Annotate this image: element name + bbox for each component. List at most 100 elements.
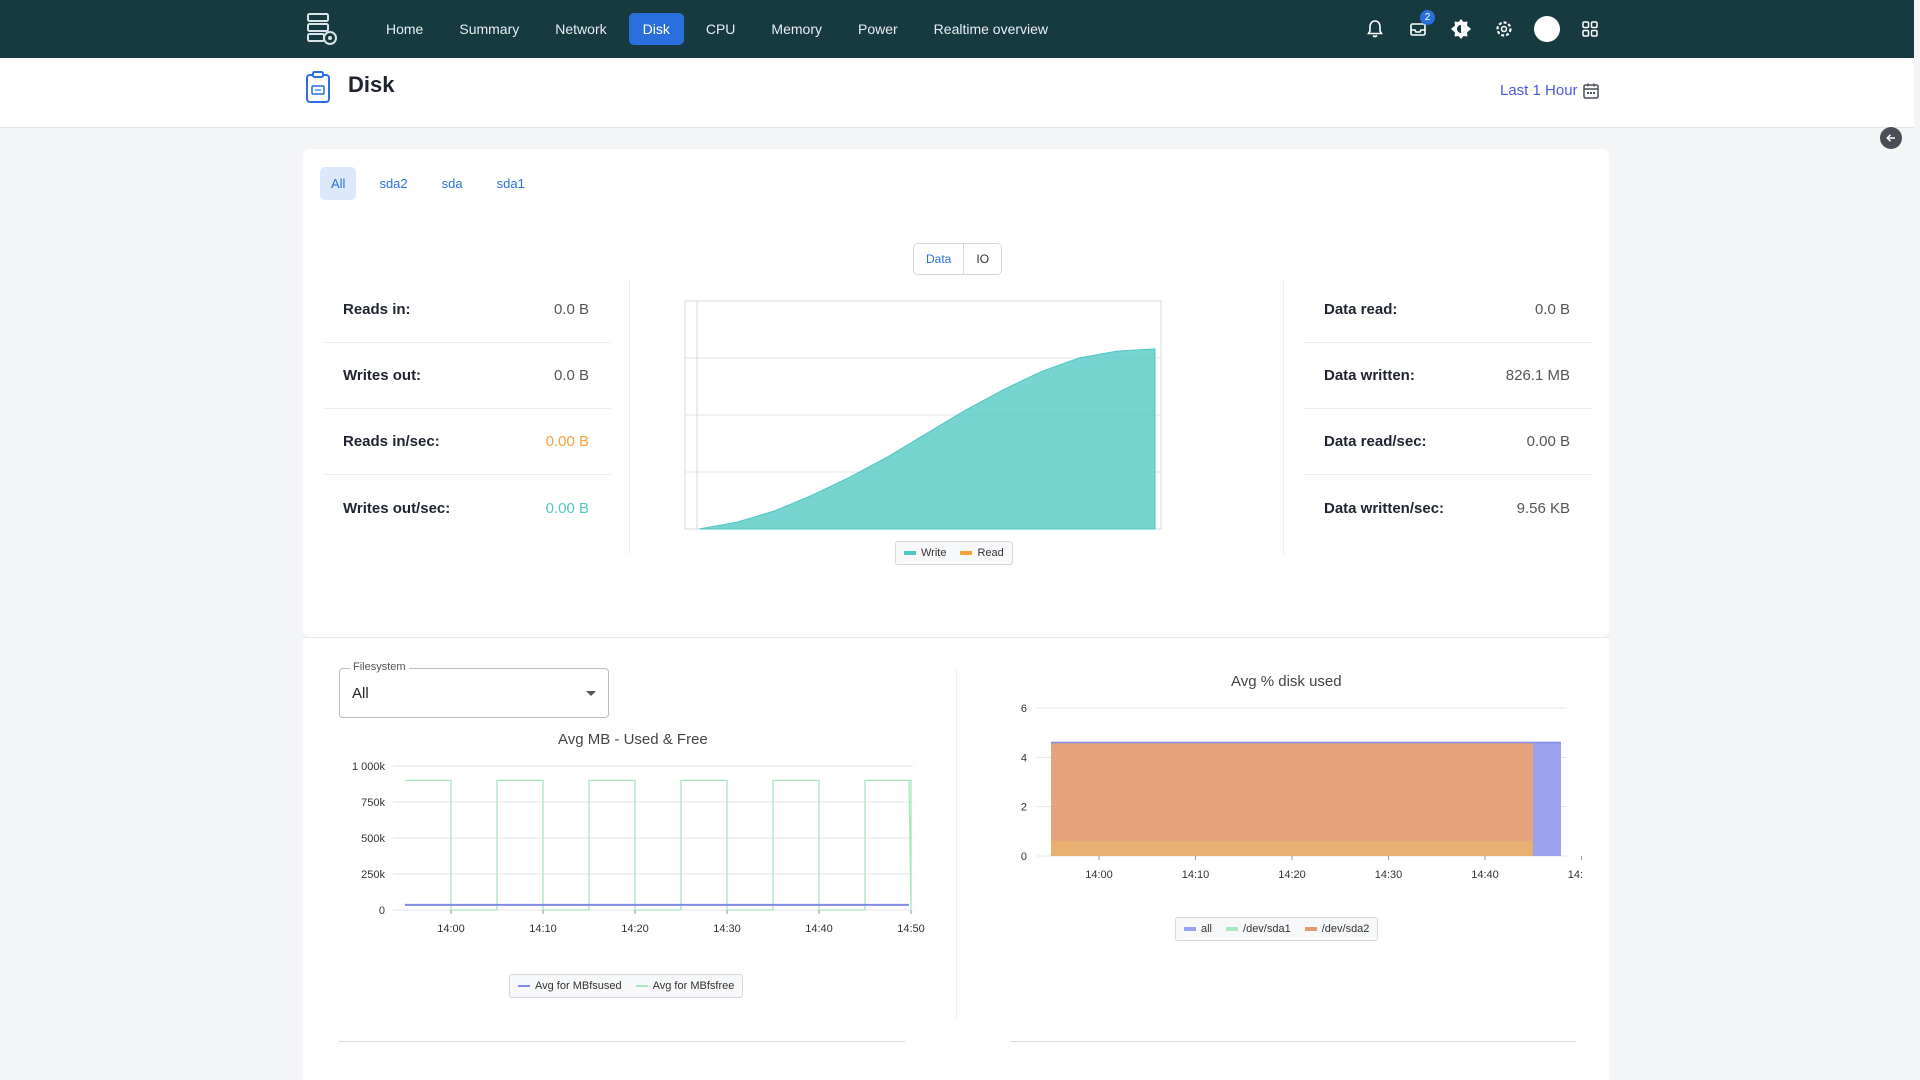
inbox-icon[interactable]: 2 xyxy=(1405,10,1435,42)
nav-summary[interactable]: Summary xyxy=(459,21,520,37)
stat-writes-out: Writes out: 0.0 B xyxy=(323,343,611,409)
stat-value: 0.0 B xyxy=(553,301,589,318)
right-stats: Data read: 0.0 B Data written: 826.1 MB … xyxy=(1304,277,1592,541)
bell-icon[interactable] xyxy=(1362,16,1388,42)
legend-mbfsused[interactable]: Avg for MBfsused xyxy=(518,980,622,992)
stat-label: Data written/sec: xyxy=(1324,499,1445,517)
filesystem-card: Filesystem All Avg MB - Used & Free 0 250… xyxy=(303,637,1609,1080)
main-nav: Home Summary Network Disk CPU Memory Pow… xyxy=(372,0,1062,58)
arrow-left-icon xyxy=(1886,134,1895,142)
stat-data-read: Data read: 0.0 B xyxy=(1304,277,1592,343)
mb-used-free-chart: 0 250k 500k 750k 1 000k 14:00 14:10 14:20 14:30 1… xyxy=(352,761,925,935)
legend-read[interactable]: Read xyxy=(960,547,1004,559)
stat-data-read-sec: Data read/sec: 0.00 B xyxy=(1304,409,1592,475)
write-read-legend: Write Read xyxy=(895,541,1013,565)
stat-label: Data written: xyxy=(1324,367,1415,384)
legend-all[interactable]: all xyxy=(1184,923,1212,935)
x-tick-label: 14:00 xyxy=(437,923,465,935)
stat-value: 0.00 B xyxy=(545,433,589,450)
theme-icon[interactable] xyxy=(1448,16,1474,42)
stat-label: Data read: xyxy=(1324,301,1398,318)
stat-value: 0.0 B xyxy=(553,367,589,384)
stat-label: Writes out/sec: xyxy=(343,499,451,517)
server-logo-icon[interactable] xyxy=(304,11,340,47)
apps-grid-icon[interactable] xyxy=(1577,16,1603,42)
filesystem-select[interactable]: Filesystem All xyxy=(339,661,609,718)
divider xyxy=(629,279,630,554)
collapse-panel-button[interactable] xyxy=(1880,127,1902,149)
top-navbar: Home Summary Network Disk CPU Memory Pow… xyxy=(0,0,1914,58)
disk-overview-card: All sda2 sda sda1 Data IO Reads in: 0.0 … xyxy=(303,149,1609,637)
stat-writes-out-sec: Writes out/sec: 0.00 B xyxy=(323,475,611,541)
divider xyxy=(1283,279,1284,554)
nav-disk[interactable]: Disk xyxy=(628,13,684,45)
y-tick-label: 750k xyxy=(361,797,385,809)
legend-mbfsfree[interactable]: Avg for MBfsfree xyxy=(635,980,734,992)
top-icons: 2 xyxy=(1362,0,1603,58)
stat-value: 0.00 B xyxy=(545,499,589,517)
disk-clipboard-icon xyxy=(306,71,330,103)
y-tick-label: 0 xyxy=(379,905,385,917)
stat-data-written: Data written: 826.1 MB xyxy=(1304,343,1592,409)
tab-sda[interactable]: sda xyxy=(441,176,463,191)
avatar xyxy=(1534,16,1560,42)
x-tick-label: 14:10 xyxy=(1182,869,1210,881)
stat-value: 826.1 MB xyxy=(1505,367,1570,384)
series-all-area xyxy=(1533,742,1561,856)
y-tick-label: 500k xyxy=(361,833,385,845)
y-tick-label: 6 xyxy=(1021,703,1027,715)
chart-title-used-free: Avg MB - Used & Free xyxy=(558,731,708,748)
tab-sda1[interactable]: sda1 xyxy=(496,176,525,191)
nav-cpu[interactable]: CPU xyxy=(705,21,736,37)
tab-all[interactable]: All xyxy=(320,167,357,200)
x-tick-label: 14:40 xyxy=(1471,869,1499,881)
disk-tabs: All sda2 sda sda1 xyxy=(320,167,536,200)
stat-reads-in: Reads in: 0.0 B xyxy=(323,277,611,343)
legend-sda2[interactable]: /dev/sda2 xyxy=(1304,923,1369,935)
x-tick-label: 14:20 xyxy=(621,923,649,935)
page-header: Disk Last 1 Hour xyxy=(0,58,1914,128)
left-stats: Reads in: 0.0 B Writes out: 0.0 B Reads … xyxy=(323,277,611,541)
time-range-button[interactable]: Last 1 Hour xyxy=(1500,82,1578,99)
disk-used-legend: all /dev/sda1 /dev/sda2 xyxy=(1175,917,1379,941)
nav-power[interactable]: Power xyxy=(857,21,898,37)
x-tick-label: 14:20 xyxy=(1278,869,1306,881)
x-tick-label: 14:50 xyxy=(1568,869,1583,881)
user-avatar[interactable] xyxy=(1534,16,1560,42)
data-io-toggle: Data IO xyxy=(913,243,1003,275)
nav-home[interactable]: Home xyxy=(386,21,424,37)
stat-value: 0.0 B xyxy=(1534,301,1570,318)
toggle-io[interactable]: IO xyxy=(964,244,1002,274)
y-tick-label: 250k xyxy=(361,869,385,881)
legend-write[interactable]: Write xyxy=(904,547,946,559)
divider xyxy=(339,1041,905,1042)
stat-value: 0.00 B xyxy=(1526,433,1570,450)
series-write-area xyxy=(698,348,1156,530)
y-tick-label: 4 xyxy=(1021,752,1027,764)
x-tick-label: 14:10 xyxy=(529,923,557,935)
stat-label: Writes out: xyxy=(343,367,422,384)
stat-label: Data read/sec: xyxy=(1324,433,1427,450)
filesystem-value: All xyxy=(352,685,369,702)
stat-value: 9.56 KB xyxy=(1516,499,1570,517)
nav-network[interactable]: Network xyxy=(555,21,607,37)
series-sda2-area xyxy=(1051,742,1533,856)
x-tick-label: 14:50 xyxy=(897,923,925,935)
write-read-area-chart xyxy=(684,300,1162,530)
y-tick-label: 0 xyxy=(1021,851,1027,863)
stat-label: Reads in/sec: xyxy=(343,433,440,450)
calendar-icon[interactable] xyxy=(1582,82,1600,100)
nav-memory[interactable]: Memory xyxy=(771,21,822,37)
x-tick-label: 14:00 xyxy=(1085,869,1113,881)
chart-title-disk-used: Avg % disk used xyxy=(1231,673,1342,690)
x-tick-label: 14:40 xyxy=(805,923,833,935)
gear-icon[interactable] xyxy=(1491,16,1517,42)
legend-sda1[interactable]: /dev/sda1 xyxy=(1226,923,1291,935)
x-tick-label: 14:30 xyxy=(713,923,741,935)
inbox-badge: 2 xyxy=(1420,10,1435,25)
tab-sda2[interactable]: sda2 xyxy=(379,176,408,191)
stat-reads-in-sec: Reads in/sec: 0.00 B xyxy=(323,409,611,475)
divider xyxy=(1010,1041,1576,1042)
nav-realtime-overview[interactable]: Realtime overview xyxy=(933,21,1049,37)
toggle-data[interactable]: Data xyxy=(914,244,965,274)
